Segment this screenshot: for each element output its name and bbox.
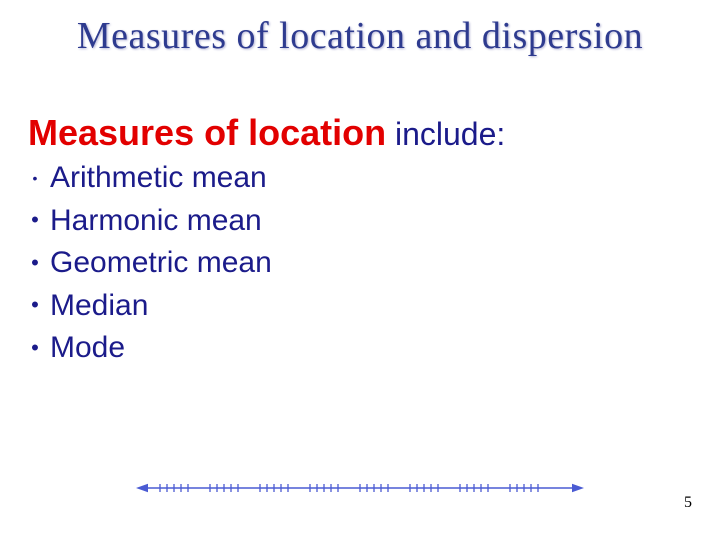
number-line-svg: [130, 474, 590, 502]
list-item-label: Mode: [50, 327, 125, 370]
lead-line: Measures of location include:: [28, 110, 688, 155]
page-number: 5: [684, 494, 692, 512]
list-item-label: Arithmetic mean: [50, 157, 267, 200]
list-item-label: Median: [50, 285, 148, 328]
lead-highlight: Measures of location: [28, 112, 386, 153]
bullet-icon: •: [28, 169, 42, 189]
slide-body: Measures of location include: • Arithmeti…: [28, 110, 688, 370]
list-item-label: Geometric mean: [50, 242, 272, 285]
slide: Measures of location and dispersion Meas…: [0, 0, 720, 540]
bullet-icon: •: [28, 247, 42, 278]
bullet-icon: •: [28, 204, 42, 235]
list-item: • Geometric mean: [28, 242, 688, 285]
bullet-icon: •: [28, 289, 42, 320]
list-item: • Median: [28, 285, 688, 328]
number-line-decoration: [130, 474, 590, 502]
bullet-icon: •: [28, 332, 42, 363]
list-item: • Mode: [28, 327, 688, 370]
lead-suffix: include:: [386, 116, 505, 152]
bullet-list: • Arithmetic mean • Harmonic mean • Geometric…: [28, 157, 688, 370]
list-item: • Harmonic mean: [28, 200, 688, 243]
list-item: • Arithmetic mean: [28, 157, 688, 200]
slide-title: Measures of location and dispersion: [0, 14, 720, 58]
list-item-label: Harmonic mean: [50, 200, 262, 243]
